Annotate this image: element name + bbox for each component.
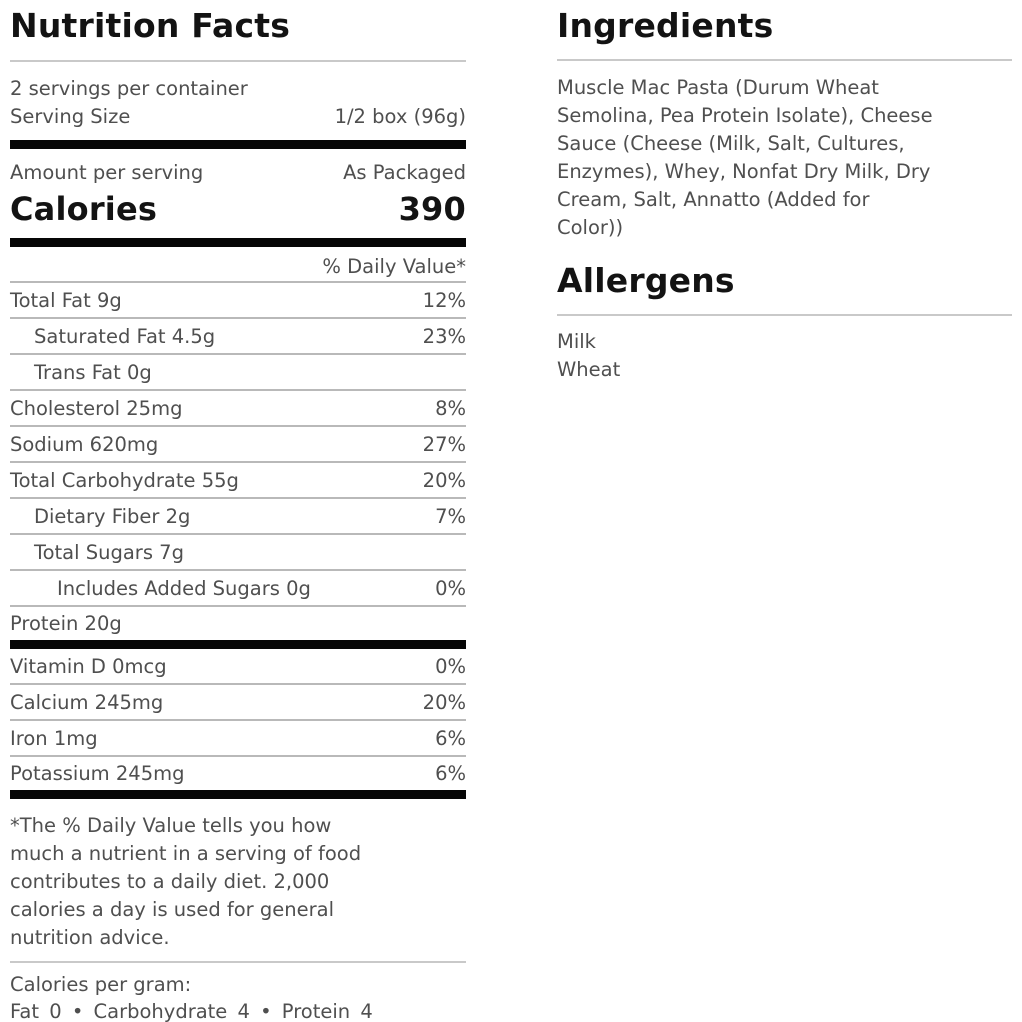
footnote-divider [10,961,466,963]
nutrient-value: 23% [422,324,466,348]
vitamin-row: Calcium 245mg 20% [10,685,466,721]
nutrient-label: Calcium 245mg [10,690,164,714]
daily-value-footnote: *The % Daily Value tells you how much a … [10,812,466,952]
thick-bar [10,790,466,799]
allergen-item: Milk [557,330,596,353]
nutrient-label: Trans Fat 0g [34,360,152,384]
nutrient-row: Sodium 620mg 27% [10,427,466,463]
footnote-line: calories a day is used for general [10,898,335,921]
thick-bar [10,140,466,149]
vitamin-row: Vitamin D 0mcg 0% [10,649,466,685]
nutrient-label: Total Sugars 7g [34,540,184,564]
footnote-line: nutrition advice. [10,926,170,949]
allergens-title: Allergens [557,261,735,300]
footnote-line: much a nutrient in a serving of food [10,842,362,865]
footnote-line: contributes to a daily diet. 2,000 [10,870,330,893]
nutrient-value: 20% [422,690,466,714]
allergen-item: Wheat [557,358,621,381]
vitamin-row: Potassium 245mg 6% [10,757,466,790]
amount-per-serving-value: As Packaged [343,161,466,184]
nutrient-value: 8% [435,396,466,420]
serving-size-label: Serving Size [10,105,131,128]
vitamin-row: Iron 1mg 6% [10,721,466,757]
ingredients-title: Ingredients [557,6,774,45]
nutrient-row: Total Sugars 7g [10,535,466,571]
nutrient-label: Saturated Fat 4.5g [34,324,216,348]
thick-bar [10,238,466,247]
ingredients-text: Muscle Mac Pasta (Durum Wheat Semolina, … [557,74,1012,242]
ingredients-line: Muscle Mac Pasta (Durum Wheat [557,76,879,99]
calories-value: 390 [398,190,466,228]
nutrient-label: Potassium 245mg [10,762,185,785]
calories-per-gram-label: Calories per gram: [10,973,192,996]
nutrient-value: 6% [435,726,466,750]
allergen-list: Milk Wheat [557,328,1012,384]
nutrient-label: Sodium 620mg [10,432,159,456]
calories-row: Calories 390 [10,188,466,230]
nutrient-row: Protein 20g [10,607,466,640]
nutrient-row: Cholesterol 25mg 8% [10,391,466,427]
nutrient-value: 20% [422,468,466,492]
serving-size-row: Serving Size 1/2 box (96g) [10,103,466,131]
ingredients-line: Enzymes), Whey, Nonfat Dry Milk, Dry [557,160,931,183]
nutrition-facts-panel: Nutrition Facts 2 servings per container… [10,6,466,1022]
calories-per-gram-values: Fat 0 • Carbohydrate 4 • Protein 4 [10,1000,373,1022]
nutrient-value: 6% [435,762,466,785]
nutrient-value: 0% [435,576,466,600]
nutrient-value: 27% [422,432,466,456]
ingredients-line: Semolina, Pea Protein Isolate), Cheese [557,104,933,127]
nutrient-value: 0% [435,654,466,678]
nutrient-label: Includes Added Sugars 0g [57,576,311,600]
title-divider [557,59,1012,61]
nutrient-row: Total Carbohydrate 55g 20% [10,463,466,499]
nutrient-label: Dietary Fiber 2g [34,504,191,528]
title-divider [557,314,1012,316]
nutrient-row: Saturated Fat 4.5g 23% [10,319,466,355]
nutrient-value: 7% [435,504,466,528]
ingredients-line: Color)) [557,216,624,239]
ingredients-line: Sauce (Cheese (Milk, Salt, Cultures, [557,132,905,155]
nutrient-label: Total Fat 9g [10,288,122,312]
nutrition-facts-title: Nutrition Facts [10,6,291,45]
thick-bar [10,640,466,649]
calories-label: Calories [10,190,158,228]
title-divider [10,60,466,62]
nutrient-value: 12% [422,288,466,312]
ingredients-line: Cream, Salt, Annatto (Added for [557,188,870,211]
nutrient-label: Total Carbohydrate 55g [10,468,239,492]
amount-per-serving-label: Amount per serving [10,161,204,184]
nutrient-label: Vitamin D 0mcg [10,654,167,678]
nutrient-row: Dietary Fiber 2g 7% [10,499,466,535]
footnote-line: *The % Daily Value tells you how [10,814,332,837]
nutrient-label: Iron 1mg [10,726,98,750]
nutrient-label: Cholesterol 25mg [10,396,183,420]
nutrient-label: Protein 20g [10,612,122,635]
nutrient-row: Total Fat 9g 12% [10,283,466,319]
nutrient-row: Includes Added Sugars 0g 0% [10,571,466,607]
ingredients-panel: Ingredients Muscle Mac Pasta (Durum Whea… [557,6,1012,1022]
daily-value-header: % Daily Value* [10,247,466,283]
amount-per-serving-row: Amount per serving As Packaged [10,160,466,186]
serving-size-value: 1/2 box (96g) [334,105,466,128]
servings-per-container: 2 servings per container [10,77,248,100]
nutrient-row: Trans Fat 0g [10,355,466,391]
